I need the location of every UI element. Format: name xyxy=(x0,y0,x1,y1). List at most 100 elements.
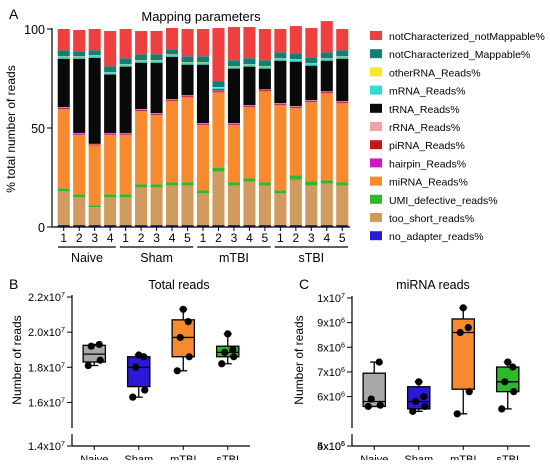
bar-segment-hairpin xyxy=(104,134,116,135)
bar-segment-mRNA xyxy=(228,67,240,69)
x-tick-label: 4 xyxy=(107,231,114,245)
data-point xyxy=(141,387,148,394)
data-point xyxy=(221,349,228,356)
bar-segment-hairpin xyxy=(181,97,193,98)
bar-segment-too_short xyxy=(290,179,302,225)
y-tick-label: 1.4x107 xyxy=(28,440,65,453)
bar-segment-hairpin xyxy=(58,109,70,110)
y-tick-label: 1.6x107 xyxy=(28,396,65,409)
bar-segment-notCharacterized_Mappable xyxy=(89,50,101,55)
bar-segment-piRNA xyxy=(212,91,224,92)
bar-segment-notCharacterized_Mappable xyxy=(166,49,178,54)
bar-segment-notCharacterized_notMappable xyxy=(151,31,163,54)
bar-segment-rRNA xyxy=(120,133,132,134)
bar-segment-piRNA xyxy=(228,124,240,125)
bar-segment-UMI_defective xyxy=(321,180,333,183)
bar-segment-tRNA xyxy=(120,67,132,133)
bar-segment-rRNA xyxy=(73,133,85,134)
legend-swatch-no_adapter xyxy=(370,231,382,240)
legend-swatch-piRNA xyxy=(370,140,382,149)
bar-segment-miRNA xyxy=(290,108,302,175)
group-label: Naive xyxy=(71,251,103,265)
bar-segment-notCharacterized_Mappable xyxy=(135,54,147,60)
bar-segment-mRNA xyxy=(73,57,85,59)
bar-segment-tRNA xyxy=(166,57,178,100)
bar-segment-notCharacterized_Mappable xyxy=(290,53,302,59)
bar-segment-piRNA xyxy=(336,102,348,103)
bar-segment-rRNA xyxy=(104,133,116,134)
bar-segment-piRNA xyxy=(104,134,116,135)
bar-segment-miRNA xyxy=(104,135,116,194)
bar-segment-notCharacterized_notMappable xyxy=(212,28,224,81)
legend-label-rRNA: rRNA_Reads% xyxy=(389,122,460,134)
bar-segment-UMI_defective xyxy=(135,184,147,187)
x-tick-label: mTBI xyxy=(450,454,476,460)
y-tick-label: 1x107 xyxy=(317,292,345,305)
data-point xyxy=(377,402,384,409)
legend-label-UMI_defective: UMI_defective_reads% xyxy=(389,195,498,207)
bar-segment-miRNA xyxy=(274,105,286,190)
legend-label-tRNA: tRNA_Reads% xyxy=(389,104,460,116)
chart-c-title: miRNA reads xyxy=(396,278,470,292)
x-tick-label: 2 xyxy=(138,231,145,245)
legend-swatch-notCharacterized_Mappable xyxy=(370,49,382,58)
bar-segment-hairpin xyxy=(290,108,302,109)
bar-segment-miRNA xyxy=(73,135,85,194)
bar-segment-hairpin xyxy=(166,101,178,102)
legend-label-miRNA: miRNA_Reads% xyxy=(389,177,468,189)
data-point xyxy=(365,403,372,410)
y-tick-label: 8x106 xyxy=(317,341,345,354)
bar-segment-notCharacterized_Mappable xyxy=(305,57,317,63)
x-tick-label: Sham xyxy=(124,454,153,460)
bar-segment-UMI_defective xyxy=(259,182,271,185)
bar-segment-notCharacterized_notMappable xyxy=(336,29,348,50)
bar-segment-UMI_defective xyxy=(243,178,255,181)
data-point xyxy=(229,346,236,353)
bar-segment-piRNA xyxy=(135,110,147,111)
data-point xyxy=(457,329,464,336)
bar-segment-hairpin xyxy=(120,134,132,135)
data-point xyxy=(85,362,92,369)
y-tick-label: 5x106 xyxy=(317,440,345,453)
bar-segment-mRNA xyxy=(151,61,163,63)
legend-swatch-rRNA xyxy=(370,122,382,131)
data-point xyxy=(421,403,428,410)
bar-segment-notCharacterized_Mappable xyxy=(212,81,224,87)
bar-segment-mRNA xyxy=(290,60,302,62)
bar-segment-tRNA xyxy=(73,59,85,133)
bar-segment-too_short xyxy=(58,191,70,225)
bar-segment-hairpin xyxy=(243,107,255,108)
bar-segment-rRNA xyxy=(228,123,240,124)
bar-segment-rRNA xyxy=(259,89,271,90)
y-tick-label: 50 xyxy=(31,122,45,136)
bar-segment-tRNA xyxy=(58,59,70,108)
x-tick-label: 1 xyxy=(200,231,207,245)
x-tick-label: sTBI xyxy=(216,454,239,460)
bar-segment-hairpin xyxy=(212,92,224,93)
legend-label-piRNA: piRNA_Reads% xyxy=(389,140,465,152)
bar-segment-too_short xyxy=(151,187,163,225)
bar-segment-notCharacterized_notMappable xyxy=(89,29,101,50)
bar-segment-notCharacterized_notMappable xyxy=(228,27,240,60)
bar-segment-tRNA xyxy=(181,65,193,96)
data-point xyxy=(409,408,416,415)
bar-segment-UMI_defective xyxy=(212,168,224,172)
bar-segment-notCharacterized_notMappable xyxy=(58,29,70,50)
y-tick-label: 2.2x107 xyxy=(28,291,65,304)
legend: notCharacterized_notMappable%notCharacte… xyxy=(370,31,545,243)
bar-segment-piRNA xyxy=(305,101,317,102)
x-tick-label: 4 xyxy=(323,231,330,245)
x-tick-label: mTBI xyxy=(170,454,196,460)
legend-label-notCharacterized_Mappable: notCharacterized_Mappable% xyxy=(389,49,530,61)
y-tick-label: 0 xyxy=(38,221,45,235)
bar-segment-too_short xyxy=(305,185,317,225)
bar-segment-tRNA xyxy=(104,75,116,133)
bar-segment-UMI_defective xyxy=(166,182,178,185)
bar-segment-mRNA xyxy=(243,65,255,67)
x-tick-label: 3 xyxy=(231,231,238,245)
legend-swatch-mRNA xyxy=(370,86,382,95)
bar-segment-miRNA xyxy=(212,92,224,167)
panel-b-label: B xyxy=(9,276,18,292)
bar-segment-mRNA xyxy=(166,55,178,57)
